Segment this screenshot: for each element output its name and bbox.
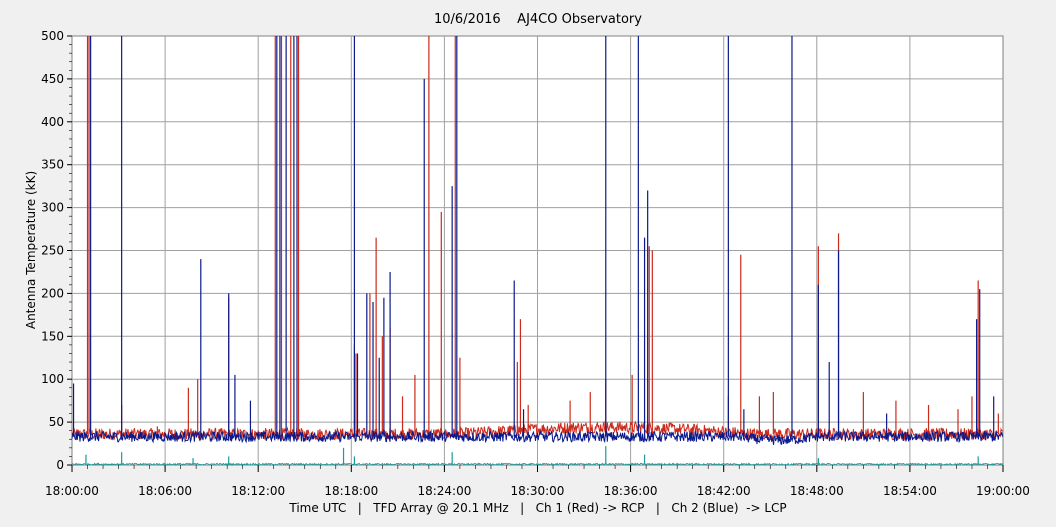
y-axis-label: Antenna Temperature (kK) xyxy=(24,171,38,329)
y-tick-label: 300 xyxy=(41,201,64,215)
series-line-2 xyxy=(71,429,1004,446)
axis-layer: 0 50 100 150 200 250 300 350 400 450 500 18:00:00 18… xyxy=(41,29,1030,498)
y-tick-label: 50 xyxy=(49,415,64,429)
series-line-3 xyxy=(71,462,1004,466)
x-tick-label: 18:18:00 xyxy=(324,484,378,498)
y-tick-label: 100 xyxy=(41,372,64,386)
x-tick-label: 18:06:00 xyxy=(138,484,192,498)
x-axis-label: Time UTC | TFD Array @ 20.1 MHz | Ch 1 (… xyxy=(288,501,786,515)
grid-layer xyxy=(72,36,1003,465)
y-tick-label: 0 xyxy=(56,458,64,472)
y-tick-label: 350 xyxy=(41,158,64,172)
y-tick-label: 150 xyxy=(41,329,64,343)
x-tick-label: 18:00:00 xyxy=(45,484,99,498)
x-tick-label: 18:24:00 xyxy=(417,484,471,498)
y-tick-label: 250 xyxy=(41,244,64,258)
x-tick-label: 18:42:00 xyxy=(697,484,751,498)
y-tick-label: 400 xyxy=(41,115,64,129)
y-tick-label: 200 xyxy=(41,286,64,300)
x-tick-label: 18:48:00 xyxy=(790,484,844,498)
x-tick-label: 19:00:00 xyxy=(976,484,1030,498)
x-tick-label: 18:54:00 xyxy=(883,484,937,498)
chart-title: 10/6/2016 AJ4CO Observatory xyxy=(434,12,642,27)
x-tick-label: 18:30:00 xyxy=(511,484,565,498)
x-tick-label: 18:12:00 xyxy=(231,484,285,498)
y-tick-label: 500 xyxy=(41,29,64,43)
y-tick-label: 450 xyxy=(41,72,64,86)
series-layer xyxy=(71,36,1004,466)
x-tick-label: 18:36:00 xyxy=(604,484,658,498)
